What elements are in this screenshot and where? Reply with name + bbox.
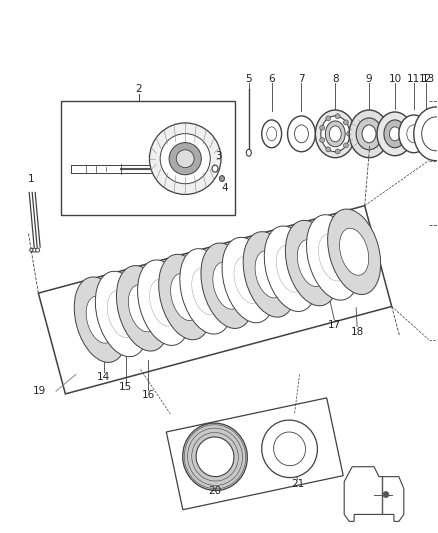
- Ellipse shape: [294, 125, 308, 143]
- Ellipse shape: [326, 147, 331, 152]
- Ellipse shape: [213, 262, 242, 309]
- Ellipse shape: [86, 296, 115, 343]
- Polygon shape: [166, 398, 343, 510]
- Ellipse shape: [243, 232, 296, 317]
- Ellipse shape: [192, 268, 221, 315]
- Text: 20: 20: [208, 486, 222, 496]
- Ellipse shape: [176, 150, 194, 168]
- Text: 18: 18: [350, 327, 364, 336]
- Ellipse shape: [383, 491, 389, 497]
- Ellipse shape: [267, 127, 277, 141]
- Ellipse shape: [422, 130, 429, 139]
- Text: 8: 8: [332, 74, 339, 84]
- Text: 10: 10: [389, 74, 402, 84]
- Ellipse shape: [33, 248, 37, 252]
- Text: 14: 14: [97, 372, 110, 382]
- Ellipse shape: [389, 127, 400, 141]
- Ellipse shape: [117, 265, 170, 351]
- Ellipse shape: [377, 112, 413, 156]
- Ellipse shape: [297, 240, 326, 287]
- Polygon shape: [344, 467, 404, 521]
- Ellipse shape: [128, 285, 158, 332]
- Ellipse shape: [286, 220, 339, 306]
- Ellipse shape: [255, 251, 284, 298]
- Ellipse shape: [149, 123, 221, 195]
- Ellipse shape: [180, 249, 233, 334]
- Text: 1: 1: [28, 174, 35, 183]
- Ellipse shape: [384, 120, 406, 148]
- Ellipse shape: [234, 256, 263, 304]
- Ellipse shape: [212, 165, 218, 172]
- Ellipse shape: [95, 271, 148, 357]
- Text: 17: 17: [328, 320, 341, 329]
- Ellipse shape: [160, 134, 210, 184]
- Ellipse shape: [343, 143, 348, 148]
- Text: 7: 7: [298, 74, 305, 84]
- Ellipse shape: [219, 175, 224, 182]
- Text: 11: 11: [407, 74, 420, 84]
- Ellipse shape: [246, 149, 251, 156]
- Ellipse shape: [307, 215, 360, 300]
- Text: 4: 4: [222, 183, 228, 193]
- Ellipse shape: [326, 116, 331, 121]
- Text: 6: 6: [268, 74, 275, 84]
- Ellipse shape: [149, 279, 179, 326]
- Ellipse shape: [276, 245, 305, 292]
- Ellipse shape: [325, 121, 345, 147]
- Ellipse shape: [201, 243, 254, 328]
- Ellipse shape: [222, 237, 275, 323]
- Ellipse shape: [288, 116, 315, 152]
- Ellipse shape: [318, 234, 348, 281]
- Ellipse shape: [107, 290, 137, 337]
- Ellipse shape: [362, 125, 376, 143]
- Text: 16: 16: [142, 390, 155, 400]
- Ellipse shape: [320, 125, 325, 130]
- Ellipse shape: [138, 260, 191, 345]
- Ellipse shape: [30, 248, 34, 252]
- Text: 13: 13: [422, 74, 435, 84]
- Ellipse shape: [335, 114, 340, 119]
- Ellipse shape: [274, 432, 305, 466]
- Ellipse shape: [343, 120, 348, 125]
- Ellipse shape: [261, 420, 318, 478]
- Ellipse shape: [335, 149, 340, 154]
- Text: 21: 21: [291, 479, 304, 489]
- Ellipse shape: [399, 115, 429, 153]
- Ellipse shape: [349, 110, 389, 158]
- Text: 2: 2: [135, 84, 142, 94]
- Ellipse shape: [339, 228, 369, 275]
- Text: 3: 3: [215, 151, 221, 161]
- Ellipse shape: [183, 423, 247, 490]
- Ellipse shape: [422, 117, 438, 151]
- Ellipse shape: [171, 273, 200, 320]
- Text: 19: 19: [32, 386, 46, 396]
- Text: 5: 5: [245, 74, 252, 84]
- Ellipse shape: [264, 226, 317, 311]
- Ellipse shape: [262, 120, 282, 148]
- Ellipse shape: [414, 107, 438, 160]
- Ellipse shape: [347, 131, 352, 136]
- Ellipse shape: [329, 126, 341, 142]
- Text: 9: 9: [366, 74, 372, 84]
- Ellipse shape: [169, 143, 201, 175]
- Ellipse shape: [320, 138, 325, 142]
- Bar: [61, 101, 235, 215]
- Ellipse shape: [328, 209, 381, 295]
- Ellipse shape: [196, 437, 234, 477]
- Ellipse shape: [74, 277, 127, 362]
- Ellipse shape: [356, 118, 382, 150]
- Polygon shape: [39, 206, 392, 394]
- Ellipse shape: [315, 110, 355, 158]
- Ellipse shape: [159, 254, 212, 340]
- Text: 15: 15: [119, 382, 132, 392]
- Ellipse shape: [407, 125, 421, 143]
- Ellipse shape: [321, 116, 350, 152]
- Ellipse shape: [35, 248, 40, 252]
- Text: 12: 12: [419, 74, 432, 84]
